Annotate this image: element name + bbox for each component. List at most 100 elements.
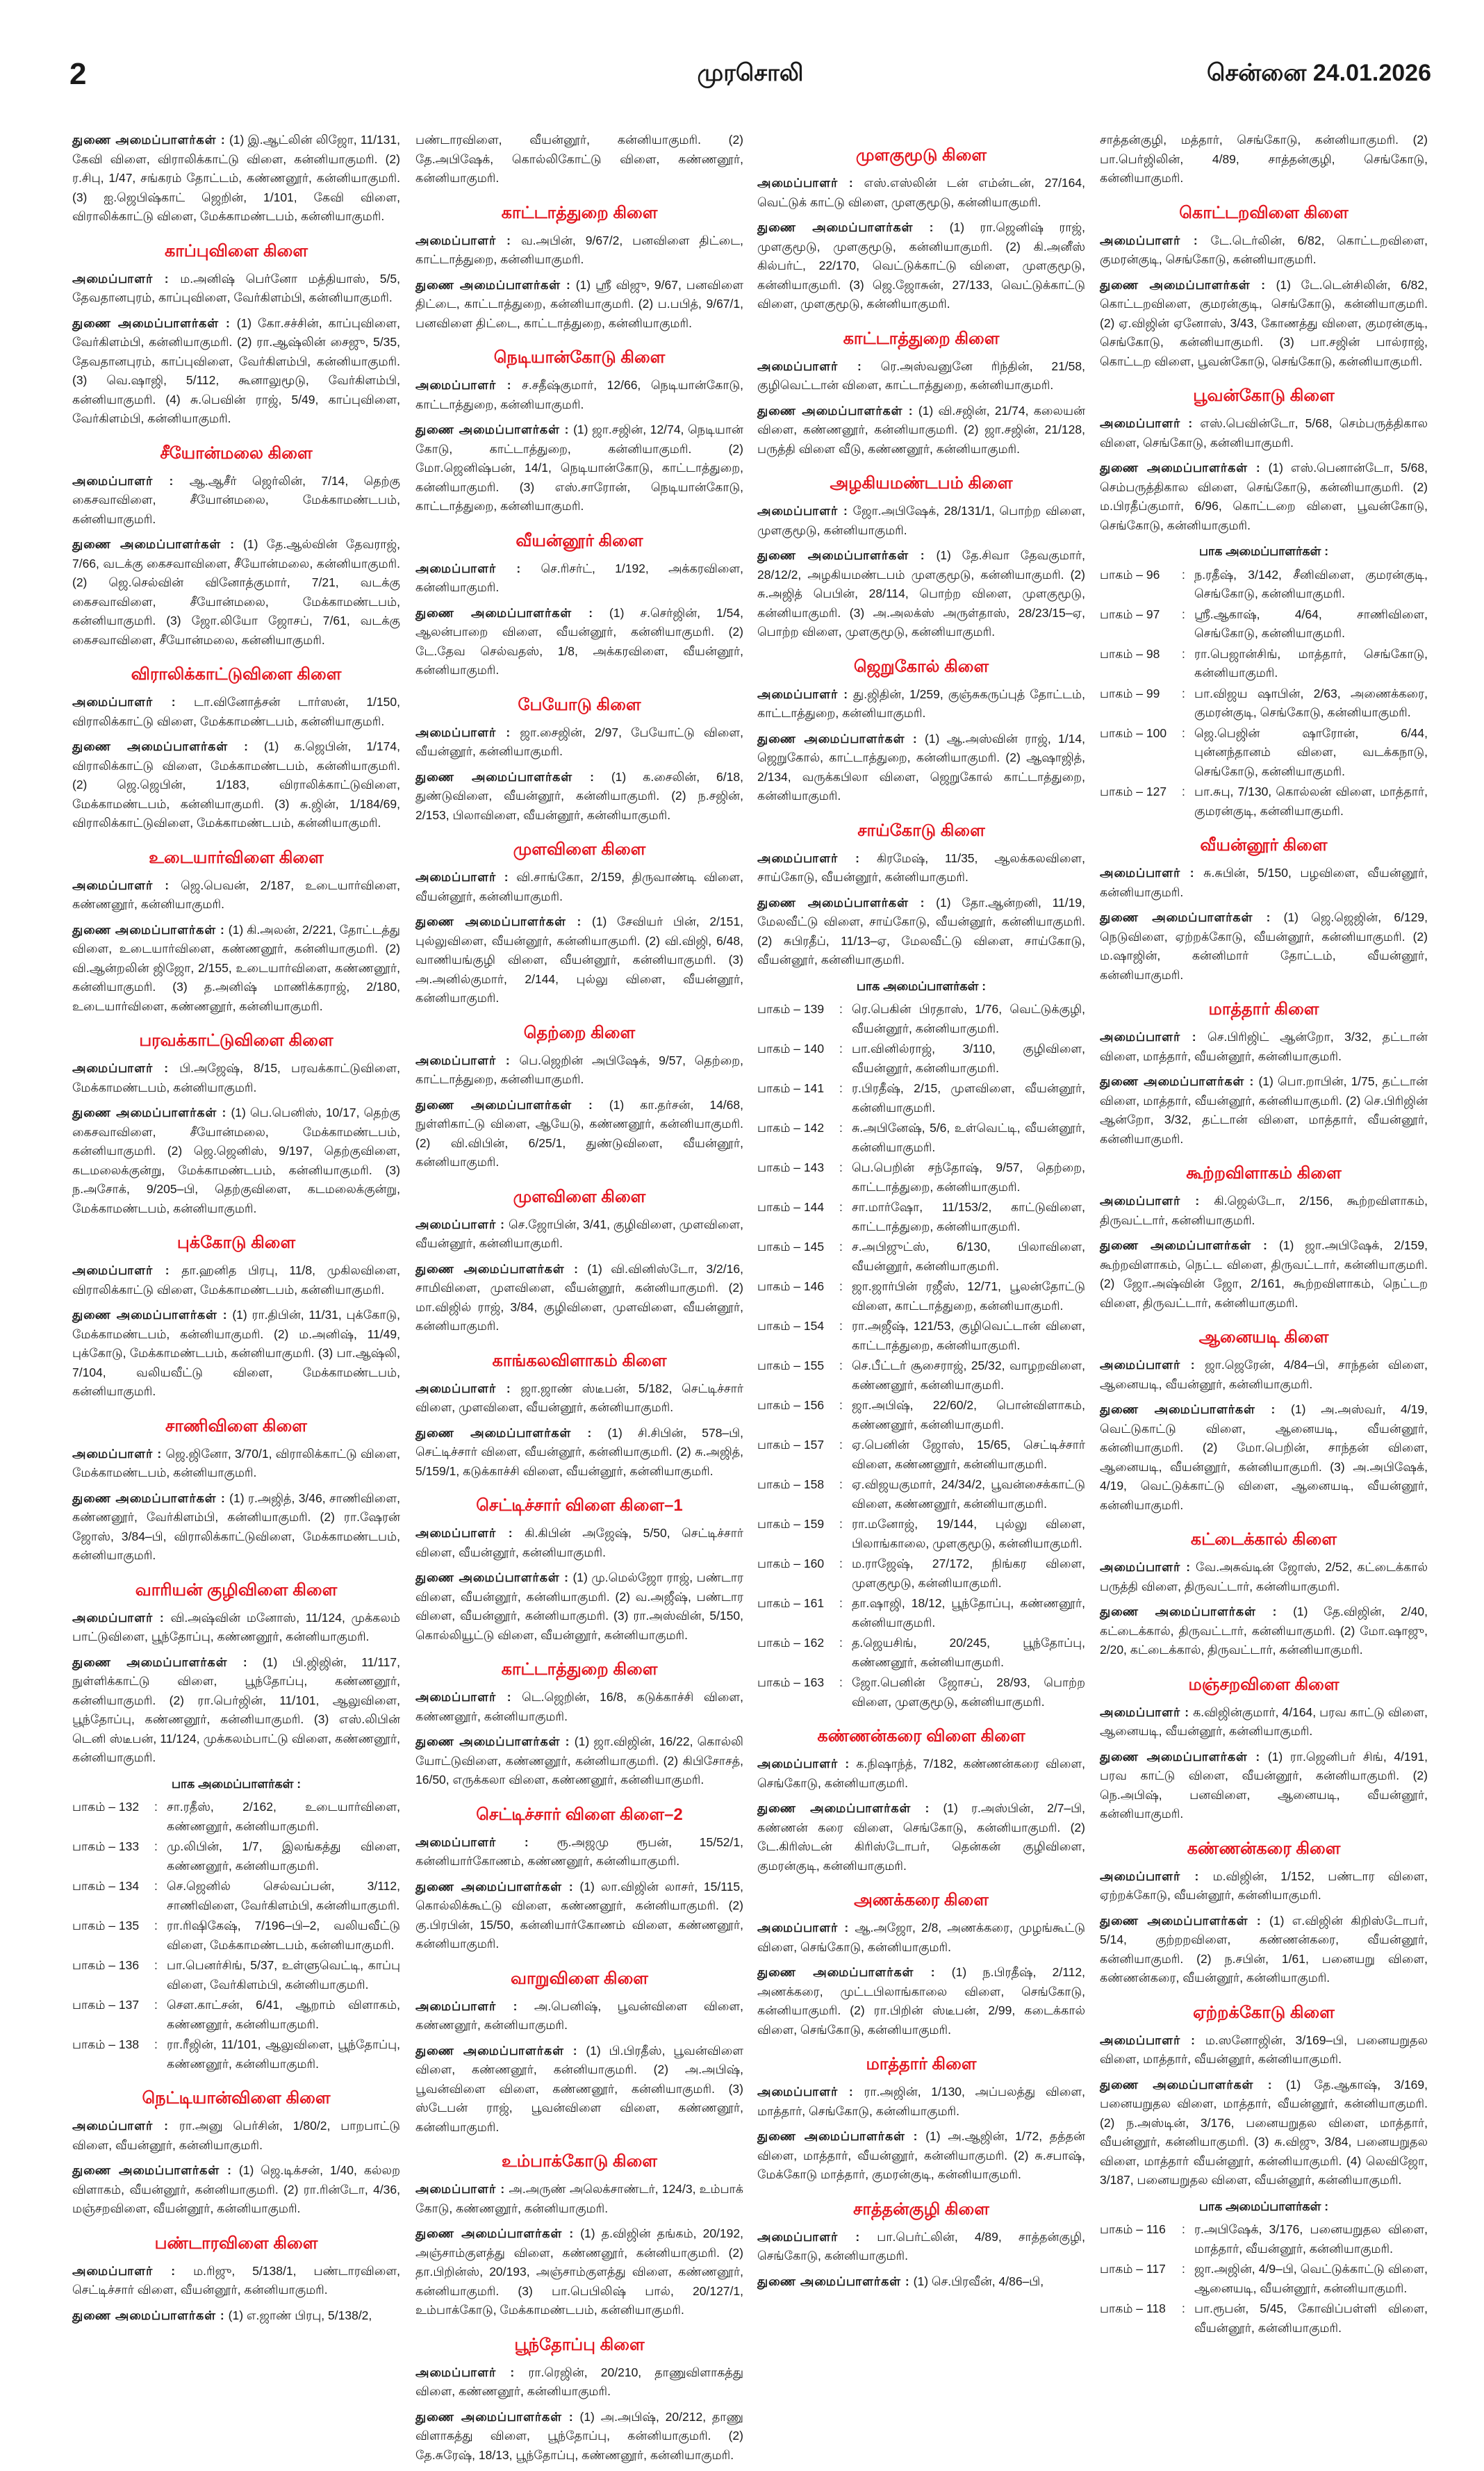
branch-heading: முளகுமூடு கிளை [855,146,987,165]
part-number: 117 [1146,2262,1166,2276]
part-label: பாகம் – 157 [757,1436,839,1474]
entry-label: துணை அமைப்பாளர்கள் : [72,537,236,551]
colon: : [154,1879,158,1893]
part-text: ஜா.ஜார்பின் ரஜீஸ், 12/71, பூலன்தோட்டு வி… [852,1279,1085,1313]
entry-label: துணை அமைப்பாளர்கள் : [72,315,231,330]
entry-label: அமைப்பாளர் : [757,176,854,190]
part-number: 118 [1146,2301,1166,2315]
part-prefix: பாகம் – [757,1675,801,1689]
entry-label: அமைப்பாளர் : [415,378,512,392]
colon: : [839,1517,843,1531]
deputy-organizers-entry: துணை அமைப்பாளர்கள் : (1) வி.சஜின், 21/74… [757,402,1085,459]
part-organizer-row: பாகம் – 96: ந.ரதீஷ், 3/142, சீனிவிளை, கும… [1100,566,1428,604]
part-prefix: பாகம் – [757,1240,801,1254]
entry-label: அமைப்பாளர் : [72,1061,170,1075]
part-label: பாகம் – 134 [72,1877,154,1915]
entry-label: அமைப்பாளர் : [72,878,170,892]
entry-text: பண்டாரவிளை, வீயன்னூர், கன்னியாகுமரி. (2)… [415,133,743,185]
part-organizer-row: பாகம் – 155: செ.பீட்டர் சூசைராஜ், 25/32, … [757,1356,1085,1395]
organizer-entry: அமைப்பாளர் : வ.அபின், 9/67/2, பனவிளை திட… [415,231,743,270]
entry-label: அமைப்பாளர் : [415,2182,506,2196]
colon: : [154,1839,158,1853]
part-prefix: பாகம் – [72,1800,116,1814]
entry-label: அமைப்பாளர் : [415,233,511,247]
entry-text: (1) இ.ஆட்லின் லிஜோ, 11/131, கேவி விளை, வ… [72,133,400,223]
organizer-entry: அமைப்பாளர் : வி.அஷ்வின் மனோஸ், 11/124, ம… [72,1609,400,1647]
organizer-entry: அமைப்பாளர் : க.நிஷாந்த், 7/182, கண்ணன்கர… [757,1755,1085,1793]
part-prefix: பாகம் – [72,2037,116,2051]
colon: : [154,1998,158,2012]
entry-label: துணை அமைப்பாளர்கள் : [415,1261,579,1276]
entry-text: (1) பெ.பெனிஸ், 10/17, தெற்கு கைசவாவிளை, … [72,1106,400,1215]
entry-text: (1) ஜா.சஜின், 12/74, நெடியான் கோடு, காட்… [415,422,743,513]
organizer-entry: அமைப்பாளர் : ம.ஸனோஜின், 3/169–பி, பனையறு… [1100,2031,1428,2069]
part-text: ர.அபிஷேக், 3/176, பனையறுதல விளை, மாத்தார… [1194,2222,1428,2256]
entry-text: (1) ரா.ஜெனிபர் சிங், 4/191, பரவ காட்டு வ… [1100,1749,1428,1821]
entry-text: (1) ஆ.அஸ்வின் ராஜ், 1/14, ஜெறுகோல், காட்… [757,731,1085,803]
branch-heading: சீயோன்மலை கிளை [160,443,313,463]
entry-text: (1) தோ.ஆன்றனி, 11/19, மேலவீட்டு விளை, சா… [757,895,1085,967]
colon: : [839,1279,843,1293]
part-label: பாகம் – 118 [1100,2299,1182,2338]
entry-label: துணை அமைப்பாளர்கள் : [415,1570,569,1584]
entry-label: அமைப்பாளர் : [415,725,511,739]
part-prefix: பாகம் – [1100,785,1144,798]
part-prefix: பாகம் – [72,1919,116,1932]
part-organizer-row: பாகம் – 117: ஜா.அஜின், 4/9–பி, வெட்டுக்கா… [1100,2260,1428,2298]
part-label: பாகம் – 140 [757,1040,839,1078]
newspaper-name: முரசொலி [697,60,804,86]
part-text: த.ஜெயசிங், 20/245, பூந்தோப்பு, கண்ணனூர்,… [852,1636,1085,1669]
deputy-organizers-entry: துணை அமைப்பாளர்கள் : (1) அ.அஸ்வர், 4/19,… [1100,1400,1428,1515]
part-number: 97 [1146,607,1160,621]
organizer-entry: அமைப்பாளர் : டா.வினோத்சன் டார்ஸன், 1/150… [72,693,400,731]
entry-text: (1) எஸ்.பெனான்டோ, 5/68, செம்பருத்திகால வ… [1100,461,1428,532]
part-organizer-row: பாகம் – 141: ர.பிரதீஷ், 2/15, முளவிளை, வீ… [757,1079,1085,1117]
deputy-organizers-entry: துணை அமைப்பாளர்கள் : (1) ர.அஸ்பின், 2/7–… [757,1799,1085,1875]
entry-label: துணை அமைப்பாளர்கள் : [415,914,582,928]
part-organizer-row: பாகம் – 159: ரா.மனோஜ், 19/144, புல்லு விள… [757,1515,1085,1553]
part-number: 146 [803,1279,825,1293]
entry-label: துணை அமைப்பாளர்கள் : [72,2163,232,2177]
entry-text: (1) வி.வினிஸ்டோ, 3/2/16, சாமிவிளை, முளவி… [415,1261,743,1333]
entry-label: அமைப்பாளர் : [757,2085,854,2099]
organizer-entry: அமைப்பாளர் : ஆ.அஜோ, 2/8, அணக்கரை, முழங்க… [757,1919,1085,1957]
part-label: பாகம் – 127 [1100,782,1182,821]
entry-text: அ.பெனிஷ், பூவன்விளை விளை, கண்ணனூர், கன்ன… [415,1998,743,2033]
branch-heading: மஞ்சறவிளை கிளை [1188,1675,1339,1694]
deputy-organizers-entry: துணை அமைப்பாளர்கள் : (1) ச.செர்ஜின், 1/5… [415,604,743,680]
entry-label: அமைப்பாளர் : [757,1921,850,1935]
part-label: பாகம் – 135 [72,1916,154,1955]
branch-heading: கொட்டறவிளை கிளை [1179,203,1349,222]
entry-text: (1) வி.சஜின், 21/74, கலையன் விளை, கண்ணனூ… [757,403,1085,456]
part-prefix: பாகம் – [757,1477,801,1491]
part-prefix: பாகம் – [1100,2301,1144,2315]
entry-label: அமைப்பாளர் : [1100,233,1198,247]
entry-label: அமைப்பாளர் : [1100,1358,1196,1372]
part-prefix: பாகம் – [757,1279,801,1293]
organizer-entry: அமைப்பாளர் : ஜெ.ஜினோ, 3/70/1, விராலிக்கா… [72,1445,400,1483]
deputy-organizers-entry: துணை அமைப்பாளர்கள் : (1) எஸ்.பெனான்டோ, 5… [1100,459,1428,535]
entry-label: துணை அமைப்பாளர்கள் : [757,895,925,910]
part-organizer-row: பாகம் – 136: பா.பெனர்சிங், 5/37, உள்ளுவெட… [72,1956,400,1994]
entry-text: வி.அஷ்வின் மனோஸ், 11/124, முக்கலம் பாட்ட… [72,1610,400,1644]
entry-text: (1) கி.அலன், 2/221, தோட்டத்து விளை, உடைய… [72,922,400,1013]
entry-text: (1) ரா.ஜெனிஷ் ராஜ், முளகுமூடு, முளகுமூடு… [757,220,1085,311]
part-prefix: பாகம் – [72,1839,116,1853]
entry-text: ஆ.அஜோ, 2/8, அணக்கரை, முழங்கூட்டு விளை, ச… [757,1921,1085,1954]
part-organizer-row: பாகம் – 132: சா.ரதீஸ், 2/162, உடையார்விளை… [72,1798,400,1836]
part-label: பாகம் – 133 [72,1837,154,1875]
entry-label: துணை அமைப்பாளர்கள் : [72,739,249,753]
part-organizer-row: பாகம் – 160: ம.ராஜேஷ், 27/172, நிங்கர விள… [757,1554,1085,1593]
entry-label: துணை அமைப்பாளர்கள் : [415,2226,575,2240]
entry-label: அமைப்பாளர் : [757,851,860,865]
part-number: 142 [803,1121,825,1135]
part-organizer-row: பாகம் – 138: ரா.ரீஜின், 11/101, ஆலுவிளை, … [72,2035,400,2074]
entry-text: (1) சி.சிபின், 578–பி, செட்டிச்சார் விளை… [415,1425,743,1478]
deputy-organizers-entry: துணை அமைப்பாளர்கள் : (1) ஜெ.ஜெஜின், 6/12… [1100,908,1428,985]
part-organizer-row: பாகம் – 145: ச.அபிஜுட்ஸ், 6/130, பிலாவிளை… [757,1238,1085,1276]
deputy-organizers-entry: துணை அமைப்பாளர்கள் : (1) இ.ஆட்லின் லிஜோ,… [72,131,400,227]
entry-label: துணை அமைப்பாளர்கள் : [757,1801,930,1815]
part-label: பாகம் – 96 [1100,566,1182,604]
colon: : [1182,646,1185,661]
organizer-entry: அமைப்பாளர் : ம.ரிஜு, 5/138/1, பண்டாரவிளை… [72,2262,400,2300]
